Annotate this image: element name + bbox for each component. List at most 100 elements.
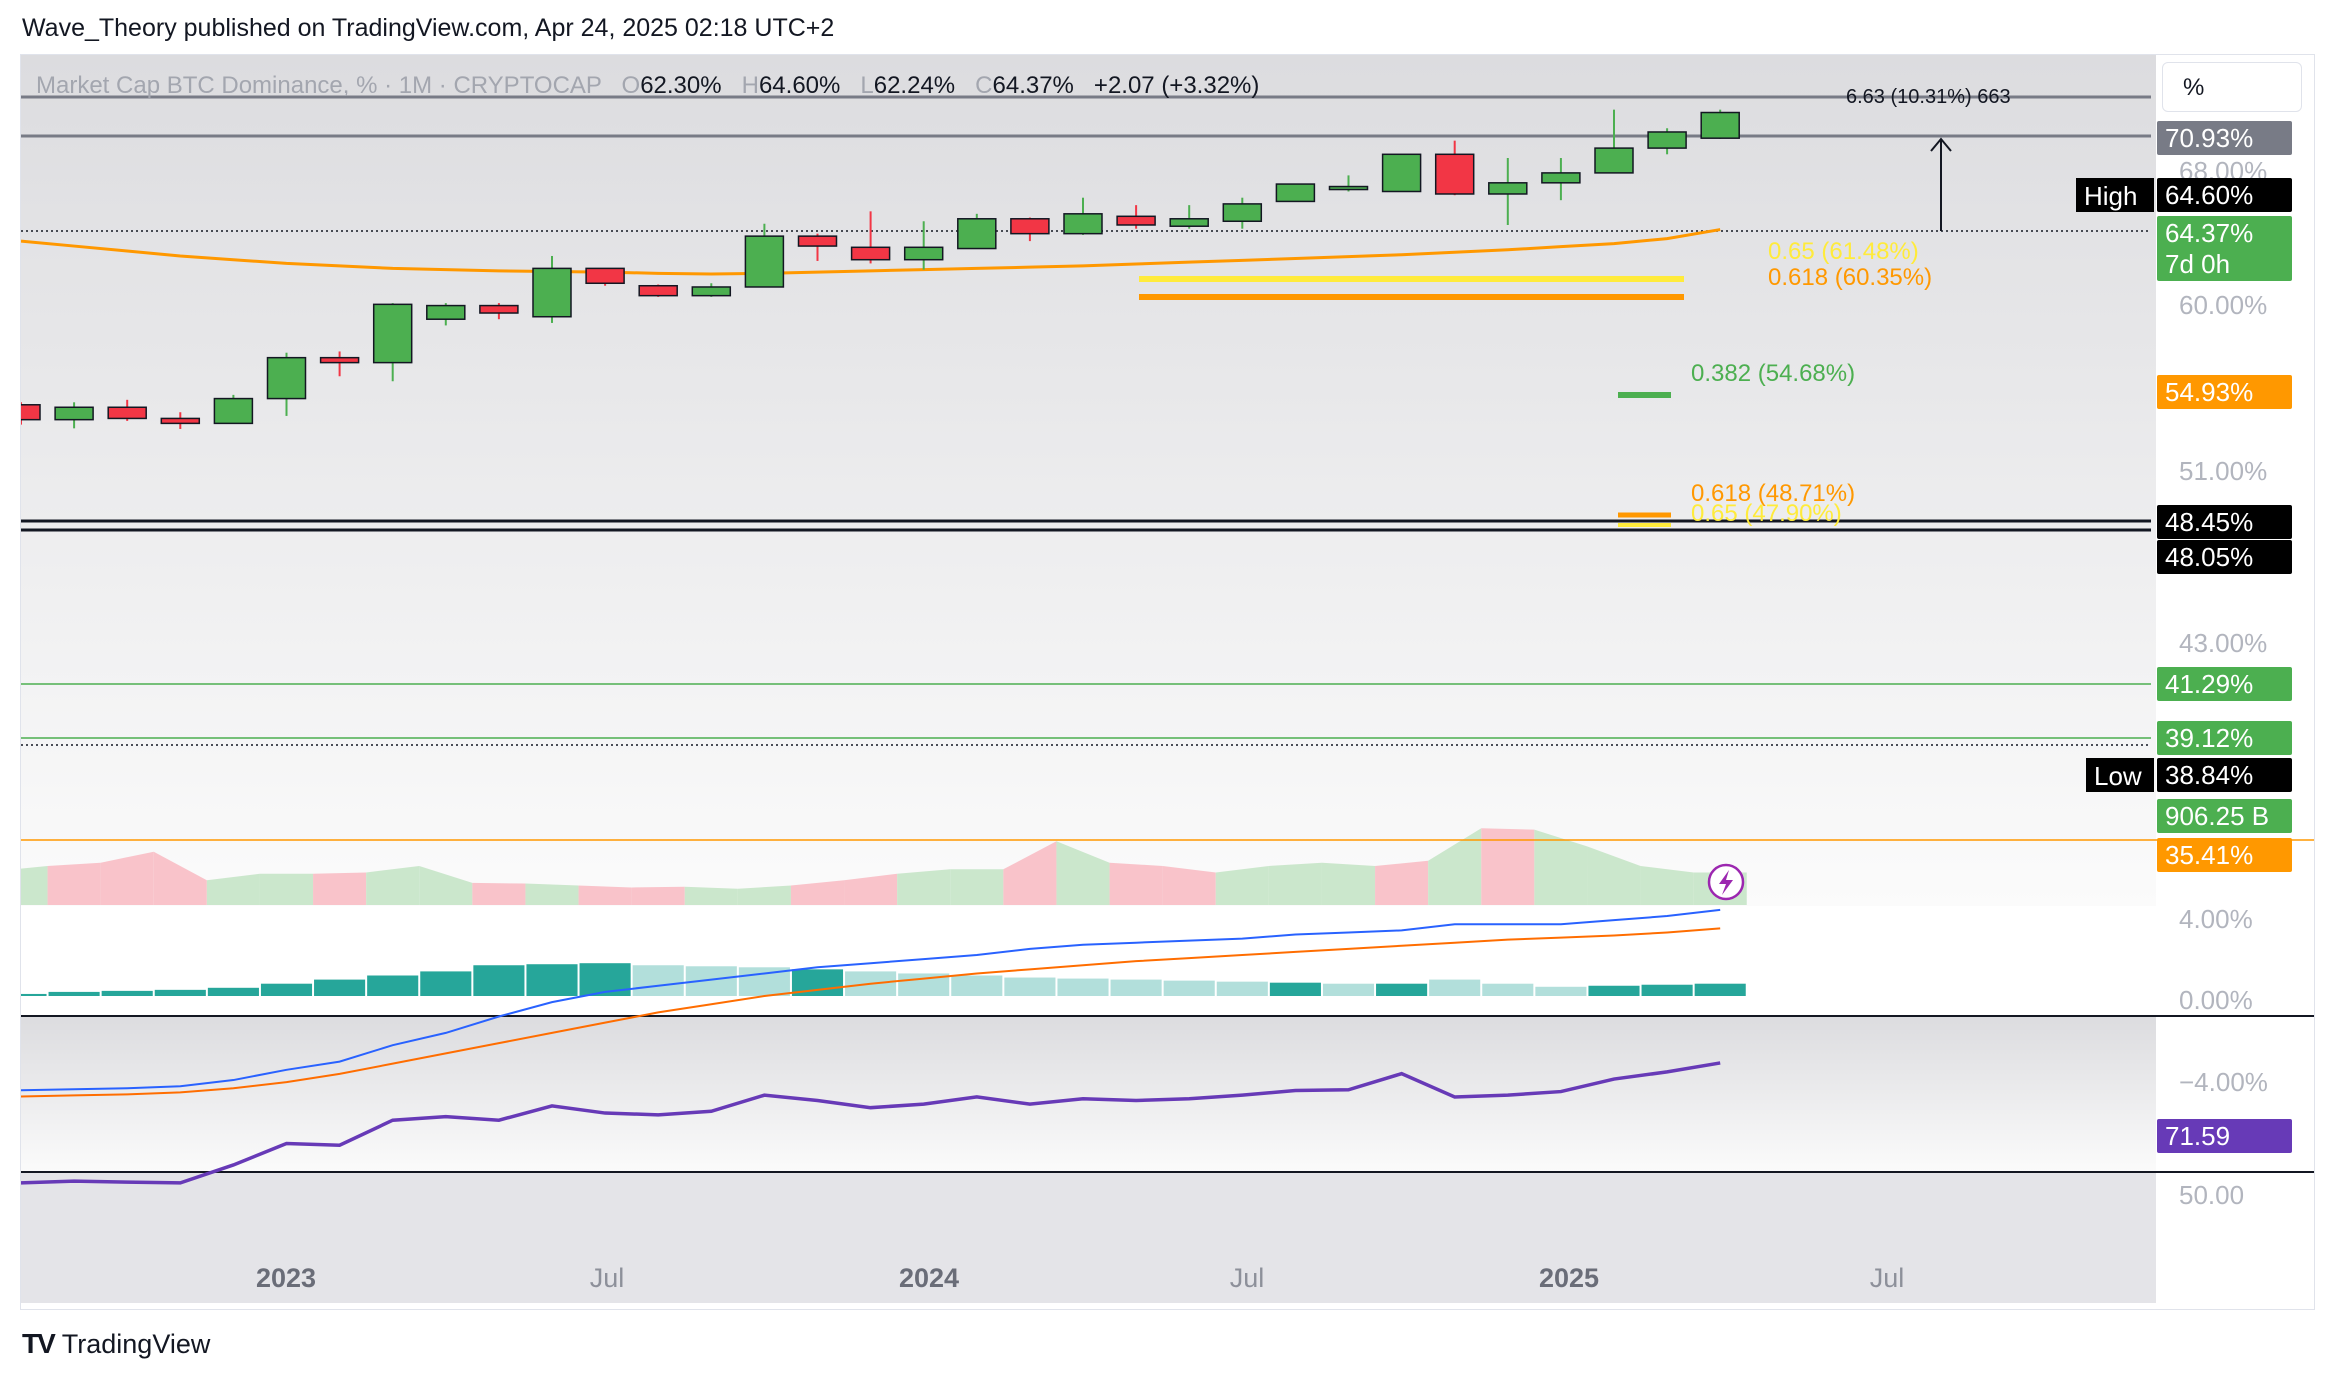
- macd-tick-label: −4.00%: [2179, 1067, 2268, 1097]
- candle-body: [213, 397, 254, 425]
- volume-area-segment: [737, 885, 791, 905]
- macd-histogram-bar: [1163, 980, 1215, 996]
- candle-body: [1647, 131, 1687, 149]
- chart-area[interactable]: 6.63 (10.31%) 663 0.65 (61.48%) 0.618 (60.…: [20, 54, 2315, 1310]
- volume-area-segment: [1321, 862, 1376, 905]
- candle-body: [1541, 172, 1581, 184]
- scale-mode-button[interactable]: %: [2162, 62, 2302, 112]
- price-label-countdown: 7d 0h: [2165, 249, 2230, 279]
- candle-body: [319, 356, 360, 364]
- candle-body: [1488, 182, 1528, 195]
- candle-body: [1275, 183, 1316, 203]
- candle-body: [1010, 218, 1050, 235]
- volume-area-segment: [1640, 866, 1694, 905]
- low-value: 62.24%: [873, 72, 956, 99]
- macd-histogram-bar: [632, 965, 684, 996]
- candle-body: [1169, 218, 1209, 227]
- candle-body: [372, 303, 413, 364]
- volume-area-segment: [1162, 866, 1216, 905]
- rsi-value-label: 71.59: [2165, 1121, 2230, 1151]
- volume-pane-bg: [21, 906, 2156, 1016]
- fib-065-label: 0.65 (61.48%): [1768, 238, 1919, 265]
- volume-area-segment: [897, 869, 951, 905]
- price-label-48-45: 48.45%: [2165, 507, 2253, 537]
- volume-area-segment: [47, 862, 101, 905]
- fib-0618-low-label: 0.618 (48.71%): [1691, 480, 1855, 507]
- price-label-41-29: 41.29%: [2165, 669, 2253, 699]
- candle-body: [1222, 203, 1263, 223]
- volume-area-segment: [1481, 828, 1535, 905]
- price-label-70-93: 70.93%: [2165, 123, 2253, 153]
- candle-body: [1328, 185, 1369, 191]
- candle-body: [903, 246, 944, 261]
- volume-area-segment: [790, 880, 845, 905]
- macd-histogram-bar: [1376, 983, 1428, 996]
- price-label-41-29-bg: [2157, 667, 2292, 701]
- price-label-high-bg: [2157, 178, 2292, 212]
- volume-area-segment: [631, 886, 685, 905]
- macd-signal-line: [21, 927, 1721, 1098]
- x-axis-tick-label: 2024: [899, 1263, 959, 1293]
- macd-line: [21, 908, 1721, 1092]
- candle-body: [1594, 147, 1634, 174]
- macd-histogram-bar: [48, 991, 100, 996]
- x-axis-tick-label: Jul: [1230, 1263, 1265, 1293]
- fib-065-low-label: 0.65 (47.90%): [1691, 500, 1842, 527]
- rsi-tick-label: 50.00: [2179, 1180, 2244, 1210]
- volume-area-segment: [1375, 860, 1429, 905]
- macd-histogram-bar: [260, 983, 313, 996]
- publish-header: Wave_Theory published on TradingView.com…: [22, 14, 835, 42]
- close-label: C: [975, 72, 993, 99]
- high-tag-bg: [2076, 178, 2154, 212]
- rsi-line: [21, 1061, 1721, 1185]
- volume-label-bg: [2157, 799, 2292, 833]
- macd-histogram-bar: [1269, 982, 1321, 996]
- macd-histogram-bar: [207, 987, 259, 996]
- main-pane-bg: [21, 55, 2156, 906]
- chart-canvas[interactable]: 6.63 (10.31%) 663 0.65 (61.48%)0.618 (60.…: [21, 55, 2314, 1309]
- candle-body: [266, 356, 307, 400]
- candle-body: [479, 304, 519, 314]
- volume-area-segment: [153, 851, 207, 905]
- volume-area-segment: [578, 885, 632, 905]
- price-label-countdown-bg: [2157, 247, 2292, 281]
- candle-body: [426, 304, 466, 320]
- price-label-current-bg: [2157, 216, 2292, 250]
- volume-area-segment: [950, 869, 1004, 905]
- price-label-low: 38.84%: [2165, 760, 2253, 790]
- price-label-high: 64.60%: [2165, 180, 2253, 210]
- x-axis-tick-label: 2023: [256, 1263, 316, 1293]
- lightning-icon-glyph: [1719, 870, 1733, 895]
- price-label-ma-bg: [2157, 375, 2292, 409]
- candle-body: [797, 235, 838, 247]
- price-label-70-93-bg: [2157, 121, 2292, 155]
- macd-histogram-bar: [154, 989, 206, 996]
- volume-area-segment: [844, 873, 898, 905]
- macd-histogram-bar: [1110, 979, 1162, 996]
- volume-area-segment: [313, 872, 367, 905]
- price-tick-label: 60.00%: [2179, 290, 2267, 320]
- macd-histogram-bar: [1429, 979, 1481, 996]
- macd-histogram-bar: [21, 993, 47, 996]
- tradingview-logo[interactable]: TV TradingView: [22, 1328, 210, 1360]
- fib-0382-label: 0.382 (54.68%): [1691, 360, 1855, 387]
- volume-area-segment: [1003, 841, 1057, 905]
- macd-histogram-bar: [1322, 983, 1375, 996]
- volume-area-segment: [259, 873, 314, 905]
- moving-average-line: [21, 228, 1721, 276]
- change-value: +2.07 (+3.32%): [1093, 72, 1260, 99]
- macd-histogram-bar: [1588, 985, 1640, 996]
- price-label-ma: 54.93%: [2165, 377, 2253, 407]
- low-tag: Low: [2094, 761, 2142, 791]
- price-label-39-12: 39.12%: [2165, 723, 2253, 753]
- low-label: L: [860, 72, 874, 99]
- volume-area-segment: [366, 866, 420, 905]
- volume-ma-label-bg: [2157, 838, 2292, 872]
- fib-0618-label: 0.618 (60.35%): [1768, 264, 1932, 291]
- volume-ma-label: 35.41%: [2165, 840, 2253, 870]
- rsi-pane-bg: [21, 1173, 2156, 1303]
- candle-body: [691, 286, 732, 297]
- candle-body: [1434, 153, 1475, 195]
- macd-histogram-bar: [1694, 983, 1746, 996]
- price-label-low-bg: [2157, 758, 2292, 792]
